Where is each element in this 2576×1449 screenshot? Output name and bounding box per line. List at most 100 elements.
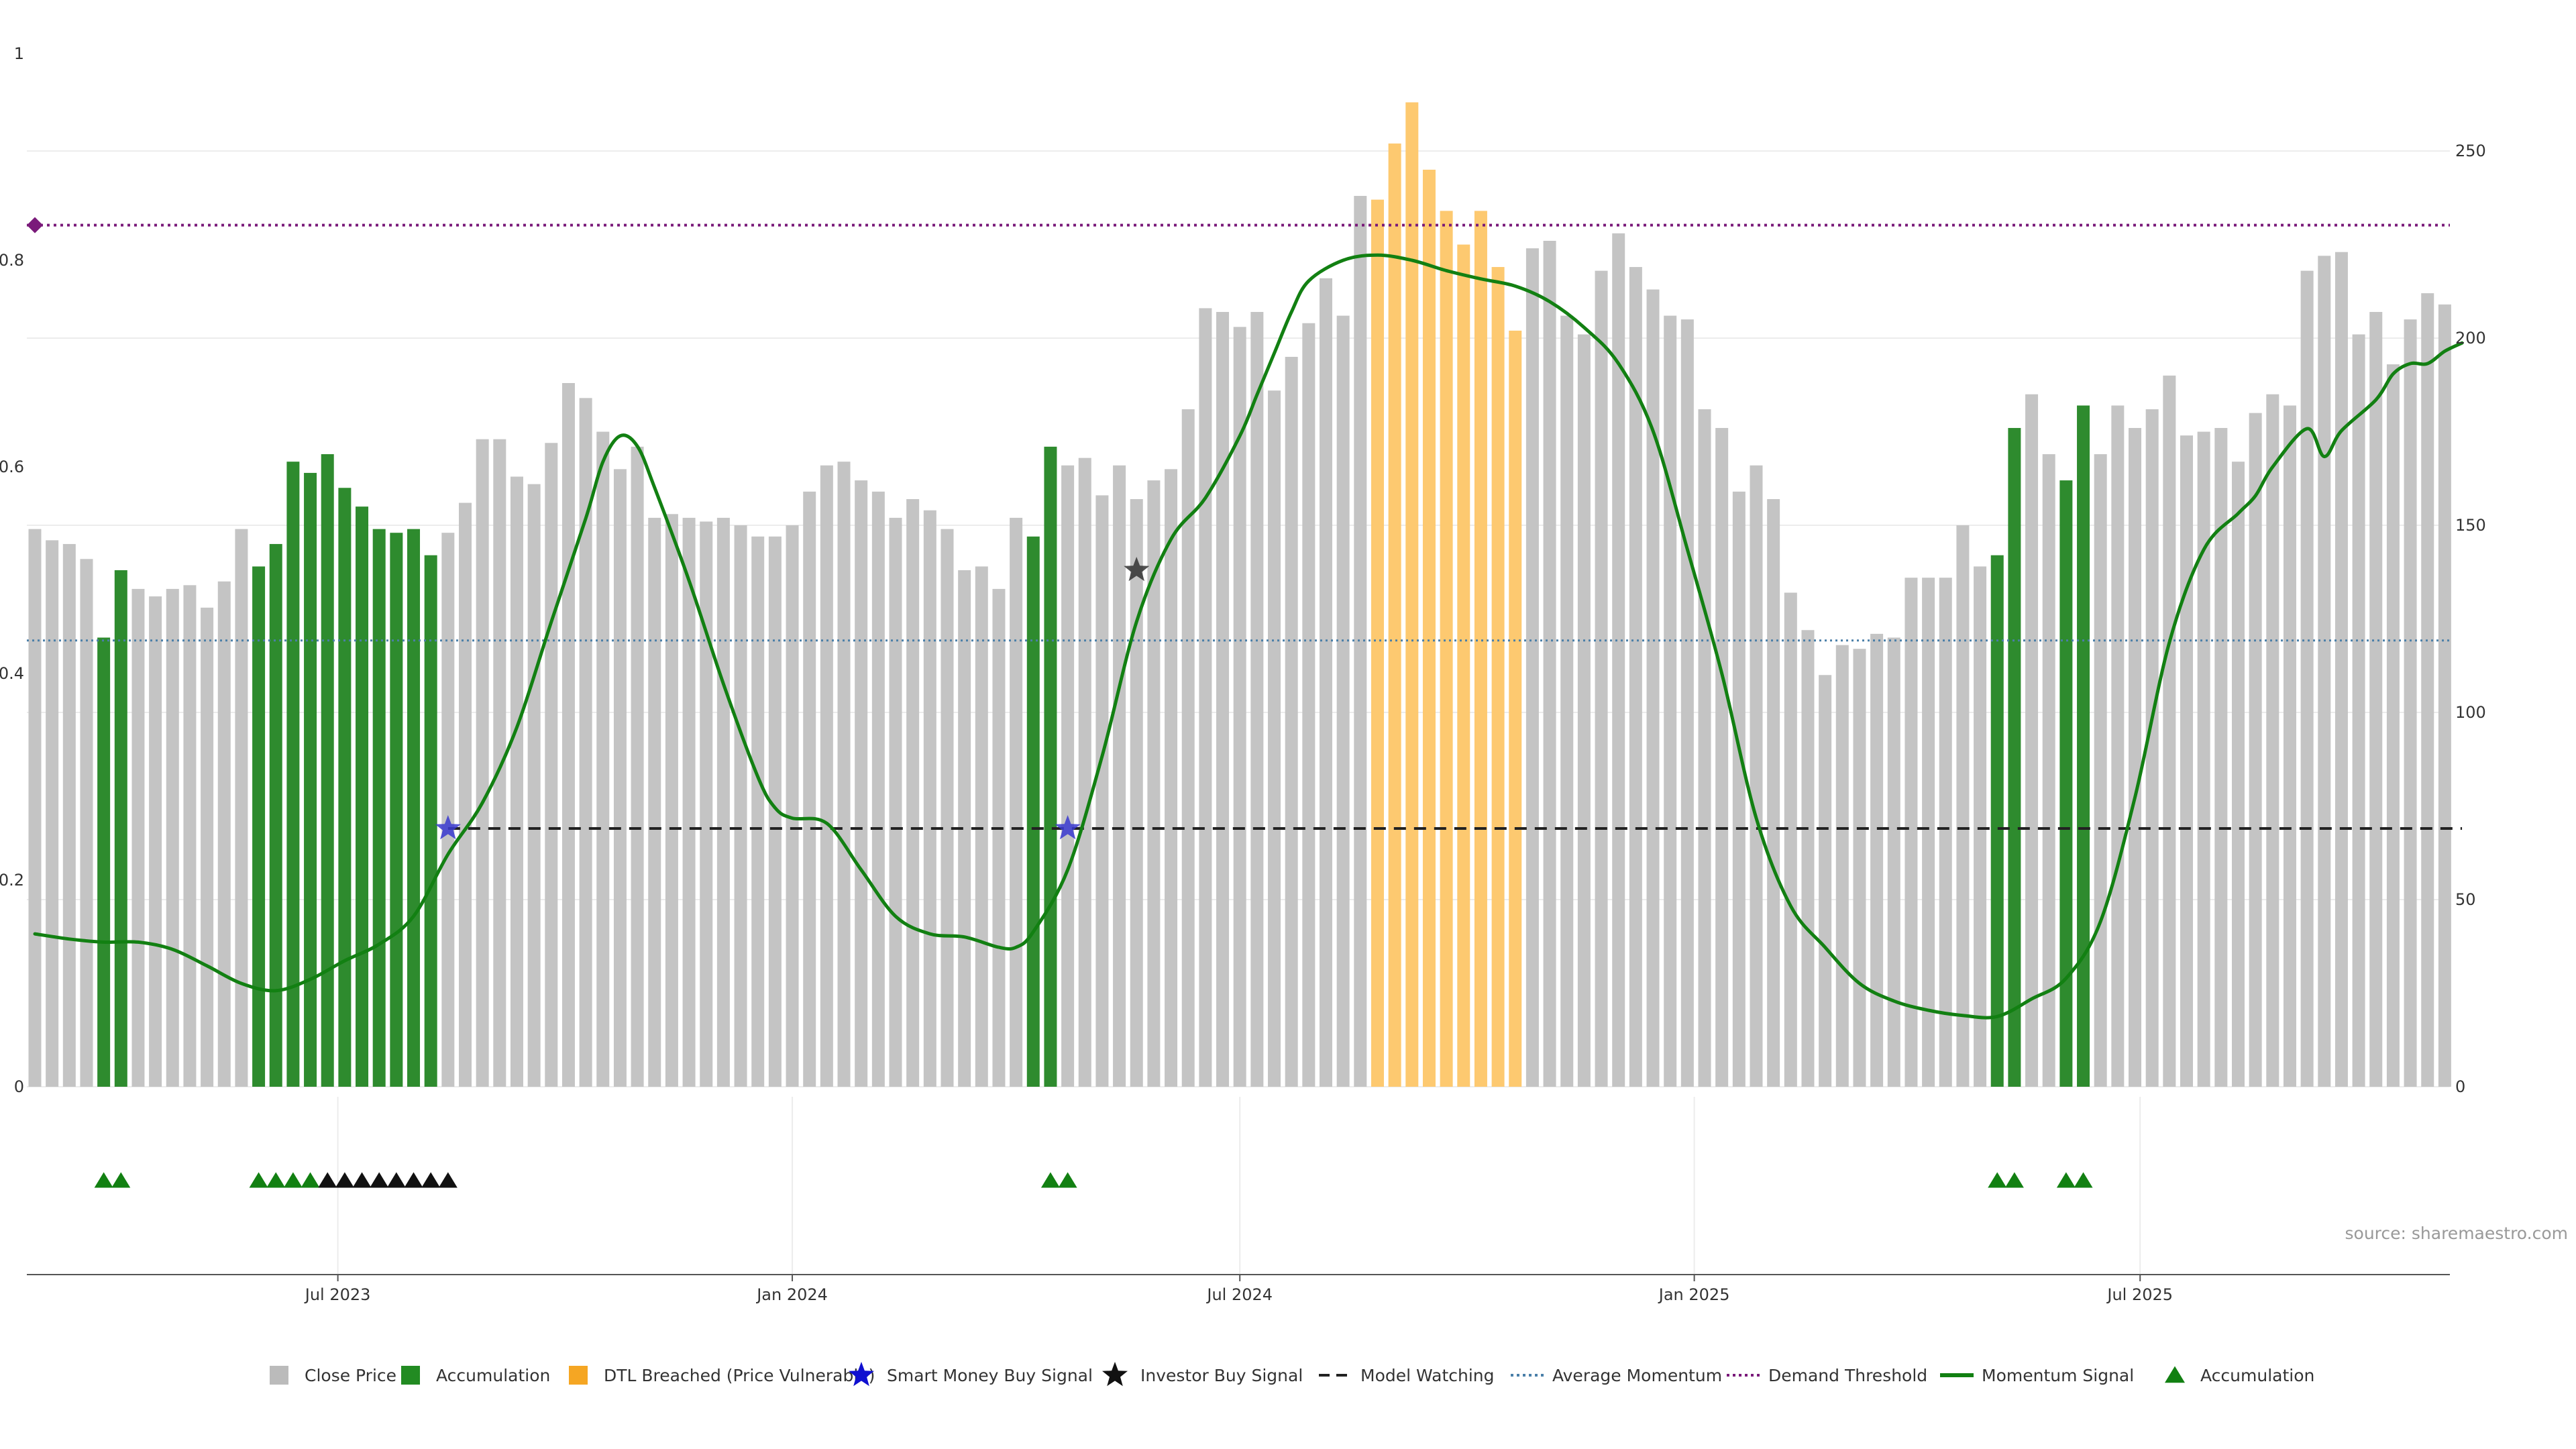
bar-128 (2231, 462, 2245, 1087)
bar-96 (1680, 319, 1694, 1087)
bar-8 (166, 588, 179, 1087)
accumulation-marker-black-7 (438, 1172, 458, 1188)
bar-56 (992, 588, 1006, 1087)
bar-37 (665, 514, 678, 1087)
bar-94 (1646, 289, 1660, 1087)
bar-83 (1457, 244, 1470, 1087)
bar-140 (2438, 304, 2451, 1087)
bar-32 (579, 398, 592, 1087)
bar-13 (252, 566, 266, 1087)
legend-item-momentum: Momentum Signal (1940, 1366, 2134, 1385)
bar-109 (1904, 578, 1918, 1087)
bar-103 (1801, 630, 1815, 1087)
bar-66 (1165, 469, 1178, 1087)
bar-1 (46, 540, 59, 1087)
bar-124 (2163, 375, 2176, 1087)
bar-75 (1320, 278, 1332, 1087)
right-tick-label-1: 50 (2455, 890, 2476, 909)
accumulation-marker-2 (249, 1172, 268, 1188)
bar-122 (2129, 427, 2142, 1087)
bar-36 (648, 517, 661, 1087)
bar-99 (1732, 491, 1746, 1087)
bar-133 (2318, 256, 2331, 1087)
bar-127 (2214, 427, 2228, 1087)
bar-18 (338, 488, 352, 1087)
bar-97 (1698, 409, 1711, 1087)
bar-35 (631, 446, 644, 1087)
bar-101 (1767, 498, 1780, 1087)
bar-50 (889, 517, 902, 1087)
bar-123 (2145, 409, 2159, 1087)
close-price-bars (28, 102, 2451, 1087)
bar-41 (734, 525, 747, 1087)
bar-89 (1560, 315, 1574, 1087)
accumulation-marker-6 (1040, 1172, 1060, 1188)
smart-money-signal-0 (435, 815, 461, 840)
bar-43 (768, 536, 782, 1087)
smart-money-signal-1 (1055, 815, 1081, 840)
legend-label-close: Close Price (305, 1366, 396, 1385)
bar-81 (1422, 169, 1436, 1087)
legend-symbol-accum (401, 1366, 420, 1385)
bar-29 (527, 484, 541, 1087)
x-tick-label-4: Jul 2025 (2106, 1285, 2173, 1304)
bar-129 (2249, 413, 2262, 1087)
legend-symbol-smart (849, 1362, 874, 1387)
source-label: source: sharemaestro.com (2345, 1224, 2569, 1243)
bar-106 (1853, 649, 1866, 1087)
left-tick-label-5: 1 (14, 44, 24, 63)
bar-48 (855, 480, 868, 1087)
bar-11 (217, 581, 231, 1087)
bar-63 (1113, 465, 1126, 1087)
bar-114 (1990, 555, 2004, 1087)
bar-131 (2283, 405, 2296, 1087)
accumulation-marker-10 (2056, 1172, 2076, 1188)
legend-label-demand: Demand Threshold (1768, 1366, 1927, 1385)
bar-30 (545, 443, 558, 1087)
bar-74 (1302, 323, 1316, 1087)
legend-item-dtl: DTL Breached (Price Vulnerable) (569, 1366, 875, 1385)
bar-80 (1405, 102, 1419, 1087)
legend-item-accumtri: Accumulation (2165, 1366, 2314, 1385)
bar-119 (2077, 405, 2090, 1087)
bar-121 (2111, 405, 2125, 1087)
bar-49 (871, 491, 885, 1087)
bar-7 (149, 596, 162, 1087)
bar-79 (1388, 143, 1401, 1087)
bar-55 (975, 566, 988, 1087)
bar-98 (1715, 427, 1729, 1087)
bar-27 (493, 439, 506, 1087)
bar-85 (1491, 267, 1505, 1087)
bar-21 (390, 533, 403, 1087)
bar-59 (1044, 446, 1057, 1087)
bar-33 (596, 431, 610, 1087)
legend-label-avgmom: Average Momentum (1552, 1366, 1722, 1385)
bar-116 (2025, 394, 2039, 1087)
bar-77 (1354, 196, 1367, 1087)
bar-115 (2008, 427, 2021, 1087)
accumulation-marker-black-1 (335, 1172, 354, 1188)
bar-9 (183, 585, 197, 1087)
accumulation-marker-4 (283, 1172, 303, 1188)
bar-5 (114, 570, 127, 1087)
bar-132 (2300, 270, 2314, 1087)
accumulation-marker-1 (111, 1172, 131, 1188)
investor-buy-signal-0 (1124, 557, 1150, 582)
demand-threshold-marker (27, 217, 43, 233)
bar-31 (561, 383, 575, 1087)
bar-14 (269, 543, 282, 1087)
bar-23 (424, 555, 437, 1087)
bar-78 (1371, 199, 1384, 1087)
bar-69 (1216, 312, 1230, 1087)
bar-120 (2094, 454, 2107, 1087)
bar-134 (2334, 252, 2348, 1087)
momentum-line-group (33, 253, 2464, 1020)
legend-label-momentum: Momentum Signal (1982, 1366, 2134, 1385)
bar-22 (407, 529, 421, 1087)
left-tick-label-4: 0.8 (0, 251, 24, 270)
bar-92 (1612, 233, 1625, 1087)
bar-71 (1250, 312, 1264, 1087)
legend-label-accumtri: Accumulation (2200, 1366, 2314, 1385)
bar-117 (2042, 454, 2055, 1087)
bar-17 (321, 454, 334, 1087)
